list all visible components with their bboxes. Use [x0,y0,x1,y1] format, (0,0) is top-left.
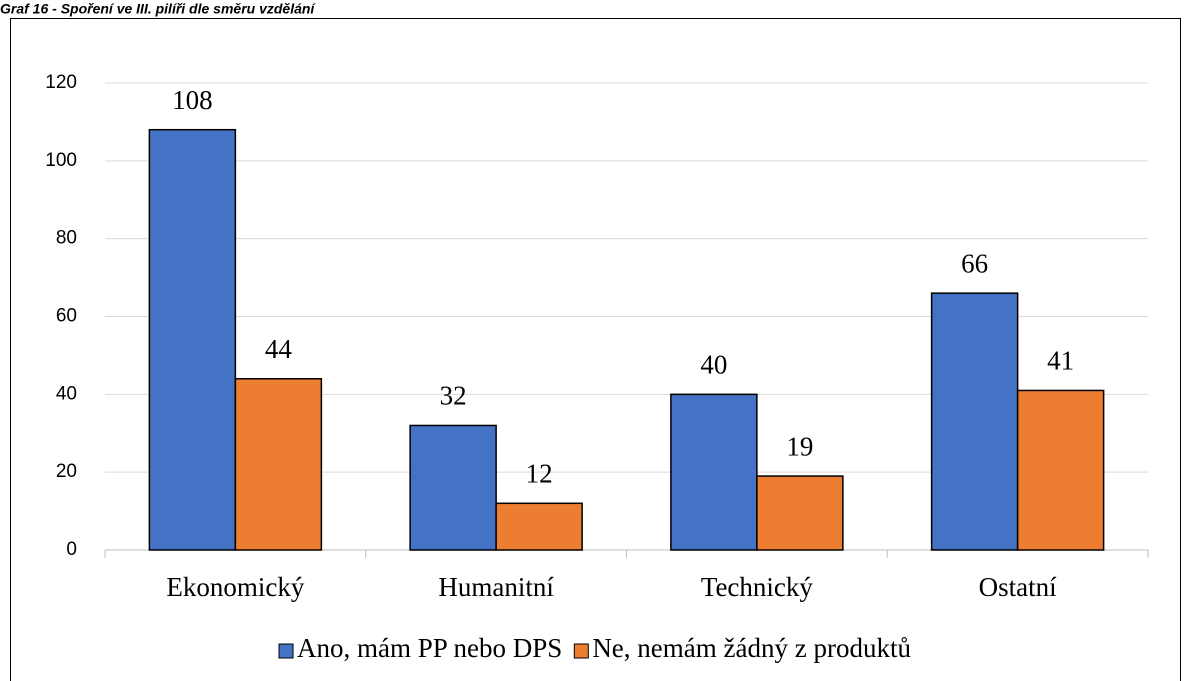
y-tick-label: 60 [56,306,77,327]
legend-label: Ano, mám PP nebo DPS [297,633,562,663]
bar [148,128,237,551]
chart-title: Graf 16 - Spoření ve III. pilíři dle smě… [0,1,316,17]
bar [234,378,323,551]
data-label: 19 [786,431,813,461]
data-label: 66 [961,248,988,278]
y-tick-label: 120 [45,72,77,93]
data-label: 12 [526,459,553,489]
x-tick-label: Ekonomický [166,572,304,602]
bar [670,393,758,551]
data-label: 44 [265,334,293,364]
bar [409,424,497,551]
data-label: 41 [1047,346,1074,376]
data-label: 108 [172,85,213,115]
bar [930,292,1019,551]
legend: Ano, mám PP nebo DPS Ne, nemám žádný z pr… [278,633,911,663]
y-tick-label: 20 [56,461,77,482]
data-label: 40 [700,350,727,380]
legend-swatch [278,643,294,659]
legend-label: Ne, nemám žádný z produktů [592,633,911,663]
y-tick-label: 100 [45,150,77,171]
y-tick-label: 0 [66,539,77,560]
legend-swatch [573,643,589,659]
bar [756,475,844,551]
bar [495,502,583,551]
bar [1016,389,1105,551]
y-tick-label: 40 [56,383,77,404]
x-tick-label: Humanitní [438,572,554,602]
y-tick-label: 80 [56,228,77,249]
x-tick-label: Technický [701,572,814,602]
x-tick-label: Ostatní [979,572,1057,602]
data-label: 32 [440,381,467,411]
